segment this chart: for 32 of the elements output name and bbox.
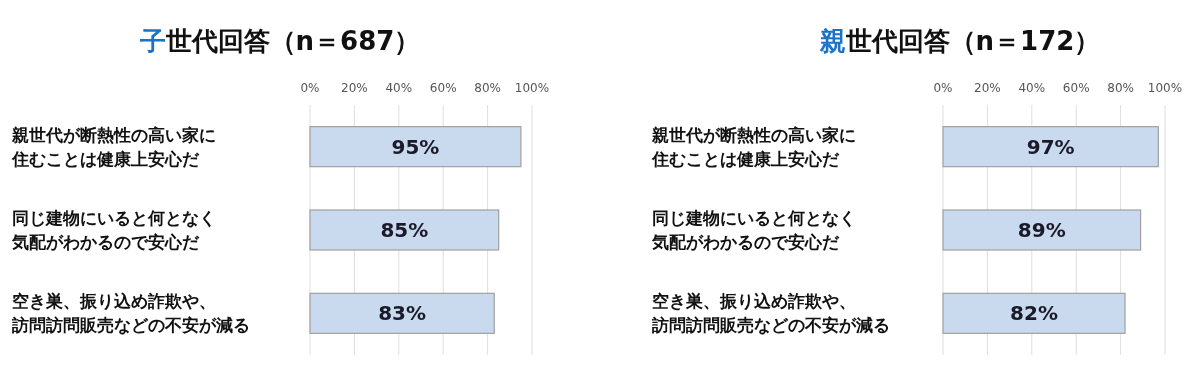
x-tick-label: 0% [300,81,320,95]
y-tick-label: 親世代が断熱性の高い家に住むことは健康上安心だ [651,124,856,169]
x-tick-label: 40% [385,81,413,95]
data-label: 97% [1026,134,1075,159]
chart-title: 子世代回答（n＝687） [138,26,421,56]
data-label: 89% [1017,218,1066,242]
data-label: 83% [378,301,427,326]
data-label: 82% [1010,301,1058,326]
bar [942,126,1159,168]
y-tick-label: 親世代が断熱性の高い家に住むことは健康上安心だ [11,124,216,169]
bar [309,292,495,334]
x-tick-label: 100% [1147,81,1183,95]
x-tick-label: 20% [974,81,1001,95]
y-tick-label: 空き巣、振り込め詐欺や、訪問訪問販売などの不安が減る [11,291,250,336]
x-tick-label: 20% [341,81,368,95]
x-tick-label: 40% [1018,81,1046,95]
x-tick-label: 100% [514,81,550,95]
bar [309,209,500,251]
y-tick-label: 空き巣、振り込め詐欺や、訪問訪問販売などの不安が減る [651,291,890,336]
data-label: 95% [391,134,440,159]
y-tick-label: 同じ建物にいると何となく気配がわかるので安心だ [651,208,856,252]
chart-title: 親世代回答（n＝172） [818,26,1101,56]
y-tick-label: 同じ建物にいると何となく気配がわかるので安心だ [11,208,216,252]
data-label: 85% [380,218,429,242]
x-tick-label: 0% [933,81,953,95]
bar [309,126,522,168]
x-tick-label: 80% [474,81,501,95]
bar [942,209,1142,251]
x-tick-label: 60% [1062,81,1090,95]
x-tick-label: 60% [429,81,457,95]
x-tick-label: 80% [1107,81,1134,95]
bar [942,292,1126,334]
